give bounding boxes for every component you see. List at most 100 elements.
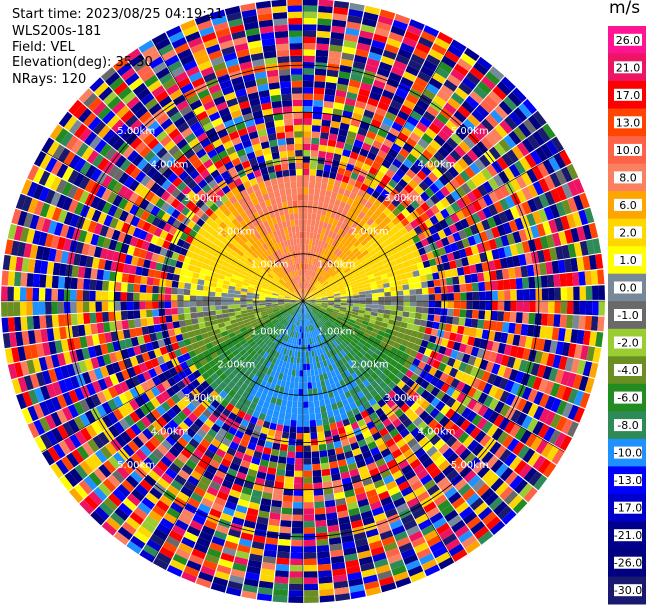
ppi-gate bbox=[196, 290, 203, 296]
ppi-gate bbox=[351, 221, 359, 230]
ppi-gate bbox=[488, 398, 500, 411]
ppi-gate bbox=[308, 319, 311, 326]
ppi-gate bbox=[323, 314, 330, 320]
ppi-gate bbox=[353, 354, 361, 362]
ppi-gate bbox=[349, 151, 359, 160]
ppi-gate bbox=[414, 312, 422, 320]
ppi-gate bbox=[494, 445, 507, 459]
ppi-gate bbox=[303, 17, 317, 25]
ppi-gate bbox=[304, 577, 318, 585]
ppi-gate bbox=[561, 183, 573, 199]
ppi-gate bbox=[441, 431, 453, 443]
ppi-gate bbox=[346, 91, 358, 101]
ppi-gate bbox=[304, 564, 318, 572]
ppi-gate bbox=[416, 99, 430, 111]
ppi-gate bbox=[240, 307, 248, 311]
ppi-gate bbox=[403, 491, 417, 503]
ppi-gate bbox=[539, 262, 547, 276]
ppi-gate bbox=[447, 514, 462, 528]
ppi-gate bbox=[489, 441, 502, 455]
ppi-gate bbox=[498, 138, 512, 153]
ppi-gate bbox=[395, 423, 406, 433]
ppi-gate bbox=[477, 319, 485, 329]
ppi-gate bbox=[183, 301, 190, 308]
ppi-gate bbox=[314, 501, 325, 509]
ppi-gate bbox=[337, 387, 344, 395]
ppi-gate bbox=[276, 557, 290, 565]
ppi-gate bbox=[466, 492, 480, 506]
ppi-gate bbox=[227, 293, 235, 298]
ppi-gate bbox=[354, 377, 363, 386]
ppi-gate bbox=[485, 340, 494, 351]
ppi-gate bbox=[257, 587, 273, 596]
ppi-gate bbox=[551, 260, 560, 274]
ppi-gate bbox=[351, 364, 359, 373]
ppi-gate bbox=[356, 341, 365, 349]
ppi-gate bbox=[221, 422, 231, 432]
ppi-gate bbox=[318, 276, 324, 283]
ppi-gate bbox=[375, 170, 385, 180]
ppi-gate bbox=[576, 329, 585, 345]
ppi-gate bbox=[493, 174, 505, 187]
ppi-gate bbox=[139, 309, 147, 319]
ppi-gate bbox=[305, 257, 308, 264]
ppi-gate bbox=[446, 234, 456, 245]
ppi-gate bbox=[426, 535, 442, 548]
ppi-gate bbox=[406, 422, 417, 433]
ppi-gate bbox=[336, 345, 343, 352]
ppi-gate bbox=[440, 404, 451, 416]
ppi-gate bbox=[378, 61, 393, 72]
ppi-gate bbox=[459, 448, 472, 461]
ppi-gate bbox=[322, 417, 330, 426]
ppi-gate bbox=[313, 279, 318, 286]
ppi-gate bbox=[391, 121, 403, 132]
ppi-gate bbox=[490, 477, 505, 492]
ppi-gate bbox=[298, 306, 302, 313]
ppi-gate bbox=[382, 278, 390, 284]
ppi-gate bbox=[181, 508, 195, 520]
ppi-gate bbox=[76, 313, 84, 325]
ppi-gate bbox=[336, 504, 348, 513]
ppi-gate bbox=[519, 157, 532, 172]
ppi-gate bbox=[353, 298, 360, 301]
ppi-gate bbox=[275, 358, 281, 366]
ppi-gate bbox=[342, 110, 353, 119]
ppi-gate bbox=[283, 367, 289, 375]
ppi-gate bbox=[324, 365, 331, 373]
ppi-gate bbox=[433, 95, 447, 108]
ppi-gate bbox=[477, 530, 494, 545]
ppi-gate bbox=[473, 61, 489, 76]
ppi-gate bbox=[305, 351, 309, 358]
ppi-gate bbox=[392, 376, 401, 385]
ppi-gate bbox=[368, 318, 376, 325]
ppi-gate bbox=[491, 248, 500, 260]
ppi-gate bbox=[406, 115, 419, 127]
ppi-gate bbox=[303, 301, 305, 308]
ppi-gate bbox=[316, 283, 322, 289]
ppi-gate bbox=[566, 301, 574, 315]
ppi-gate bbox=[361, 387, 370, 396]
ppi-gate bbox=[489, 496, 504, 511]
ppi-gate bbox=[398, 459, 410, 470]
ppi-gate bbox=[170, 301, 178, 308]
ppi-gate bbox=[543, 426, 556, 442]
ppi-gate bbox=[265, 537, 278, 545]
ppi-gate bbox=[165, 315, 173, 323]
ppi-gate bbox=[449, 332, 457, 342]
ppi-gate bbox=[183, 531, 199, 543]
ppi-gate bbox=[378, 203, 387, 212]
ppi-gate bbox=[319, 289, 326, 294]
ppi-gate bbox=[334, 446, 344, 455]
ppi-gate bbox=[352, 289, 359, 293]
ppi-gate bbox=[341, 477, 352, 486]
ppi-gate bbox=[283, 419, 291, 427]
ppi-gate bbox=[126, 292, 134, 301]
ppi-gate bbox=[396, 290, 404, 296]
ppi-gate bbox=[499, 390, 510, 404]
ppi-gate bbox=[274, 384, 281, 393]
ppi-gate bbox=[426, 273, 434, 281]
ppi-gate bbox=[379, 269, 387, 276]
ppi-gate bbox=[448, 260, 457, 270]
ppi-gate bbox=[340, 230, 348, 238]
ppi-gate bbox=[312, 308, 318, 314]
